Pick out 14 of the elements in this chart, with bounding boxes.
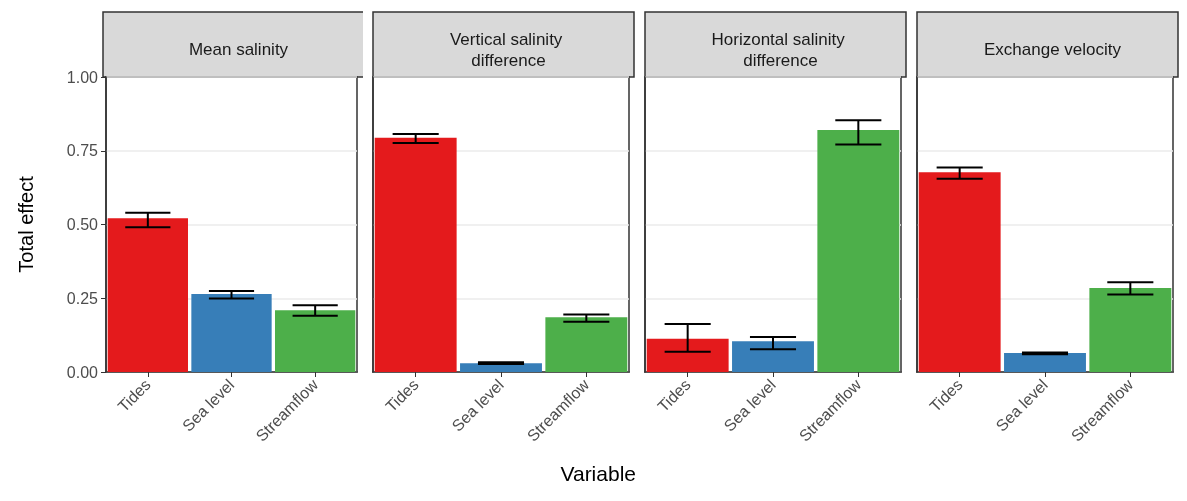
x-axis-title: Variable xyxy=(560,462,636,485)
y-tick-label: 0.75 xyxy=(66,142,99,160)
y-tick-label: 0.00 xyxy=(66,363,99,381)
chart-title: Horizontal salinity difference xyxy=(711,29,850,70)
y-tick-label: 0.25 xyxy=(66,289,99,307)
chart-title: Mean salinity xyxy=(188,40,289,59)
y-axis-title: Total effect xyxy=(15,175,37,273)
bar xyxy=(191,294,272,372)
bar xyxy=(107,218,188,372)
chart-title: Exchange velocity xyxy=(983,40,1122,59)
bar xyxy=(275,310,356,372)
y-tick-label: 1.00 xyxy=(66,68,99,86)
y-tick-label: 0.50 xyxy=(66,216,99,233)
chart-title: Vertical salinity difference xyxy=(449,29,568,70)
